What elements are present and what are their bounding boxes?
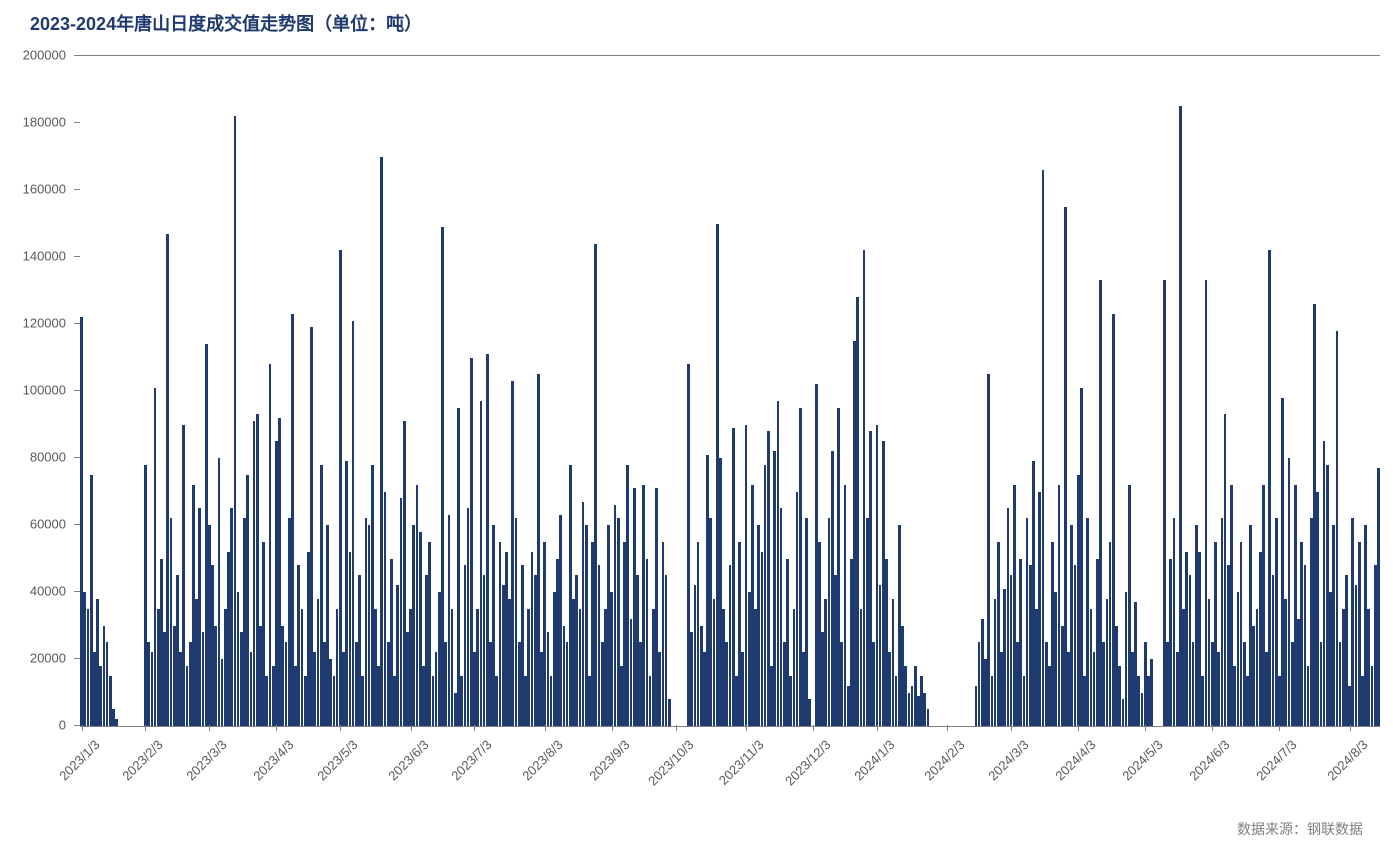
x-tick-label: 2024/2/3 (908, 737, 968, 797)
x-tick-mark (411, 725, 412, 731)
chart-container: 2023-2024年唐山日度成交值走势图（单位：吨） 数据来源：钢联数据 0 20… (0, 0, 1393, 849)
bar (987, 374, 990, 726)
bar (805, 518, 808, 726)
bar (808, 699, 811, 726)
x-tick-label: 2024/7/3 (1240, 737, 1300, 797)
bar (115, 719, 118, 726)
bar (1064, 207, 1067, 726)
x-tick-label: 2023/11/3 (706, 737, 766, 797)
y-tick-mark (74, 524, 80, 525)
x-tick-label: 2023/5/3 (301, 737, 361, 797)
y-tick-mark (74, 658, 80, 659)
y-tick-mark (74, 55, 80, 56)
y-tick-label: 0 (0, 718, 66, 733)
y-tick-label: 40000 (0, 584, 66, 599)
x-tick-mark (545, 725, 546, 731)
x-tick-label: 2024/3/3 (972, 737, 1032, 797)
x-tick-label: 2023/2/3 (106, 737, 166, 797)
y-tick-label: 20000 (0, 651, 66, 666)
x-tick-mark (947, 725, 948, 731)
y-tick-label: 80000 (0, 450, 66, 465)
x-tick-mark (1279, 725, 1280, 731)
bar (668, 699, 671, 726)
x-tick-mark (276, 725, 277, 731)
plot-area (80, 55, 1380, 727)
y-tick-mark (74, 390, 80, 391)
y-tick-label: 120000 (0, 316, 66, 331)
x-tick-label: 2023/12/3 (774, 737, 834, 797)
x-tick-label: 2023/3/3 (170, 737, 230, 797)
data-source-label: 数据来源：钢联数据 (1237, 819, 1363, 839)
x-tick-label: 2023/4/3 (237, 737, 297, 797)
x-tick-mark (82, 725, 83, 731)
x-tick-label: 2023/7/3 (435, 737, 495, 797)
y-tick-mark (74, 591, 80, 592)
x-tick-label: 2023/8/3 (505, 737, 565, 797)
bar (1377, 468, 1380, 726)
x-tick-label: 2023/9/3 (572, 737, 632, 797)
bar (927, 709, 930, 726)
y-tick-label: 140000 (0, 249, 66, 264)
x-tick-label: 2023/10/3 (636, 737, 696, 797)
x-tick-mark (612, 725, 613, 731)
x-tick-label: 2023/6/3 (371, 737, 431, 797)
bar (291, 314, 294, 726)
x-tick-mark (340, 725, 341, 731)
x-tick-mark (1011, 725, 1012, 731)
x-tick-mark (1145, 725, 1146, 731)
x-tick-mark (1078, 725, 1079, 731)
x-tick-label: 2024/4/3 (1039, 737, 1099, 797)
x-tick-label: 2024/8/3 (1310, 737, 1370, 797)
x-tick-mark (1212, 725, 1213, 731)
x-tick-label: 2024/6/3 (1173, 737, 1233, 797)
y-tick-label: 100000 (0, 383, 66, 398)
x-tick-mark (474, 725, 475, 731)
y-tick-mark (74, 323, 80, 324)
x-tick-label: 2024/5/3 (1106, 737, 1166, 797)
x-tick-label: 2023/1/3 (42, 737, 102, 797)
y-tick-mark (74, 457, 80, 458)
x-tick-mark (746, 725, 747, 731)
x-tick-mark (676, 725, 677, 731)
y-tick-label: 60000 (0, 517, 66, 532)
x-tick-mark (877, 725, 878, 731)
y-tick-mark (74, 256, 80, 257)
y-tick-label: 180000 (0, 115, 66, 130)
x-tick-mark (145, 725, 146, 731)
x-tick-label: 2024/1/3 (837, 737, 897, 797)
y-tick-mark (74, 122, 80, 123)
x-tick-mark (1350, 725, 1351, 731)
x-tick-mark (813, 725, 814, 731)
bar (1150, 659, 1153, 726)
x-tick-mark (209, 725, 210, 731)
y-tick-mark (74, 725, 80, 726)
y-tick-mark (74, 189, 80, 190)
y-tick-label: 160000 (0, 182, 66, 197)
chart-title: 2023-2024年唐山日度成交值走势图（单位：吨） (30, 10, 422, 36)
y-tick-label: 200000 (0, 48, 66, 63)
